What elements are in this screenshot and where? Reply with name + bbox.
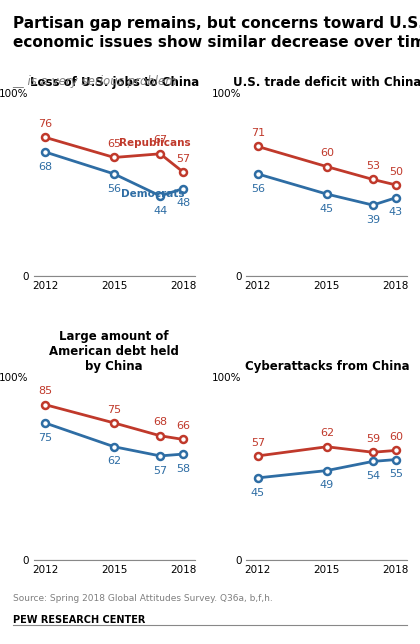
Text: 71: 71 [251, 128, 265, 138]
Text: 56: 56 [251, 184, 265, 194]
Text: 57: 57 [176, 154, 190, 164]
Text: 75: 75 [38, 433, 52, 442]
Text: 59: 59 [366, 434, 380, 444]
Text: 43: 43 [389, 207, 403, 218]
Text: 76: 76 [38, 119, 52, 129]
Text: 75: 75 [107, 404, 121, 415]
Text: 85: 85 [38, 386, 52, 396]
Text: 68: 68 [38, 162, 52, 172]
Text: 58: 58 [176, 464, 190, 474]
Title: Cyberattacks from China: Cyberattacks from China [244, 360, 409, 374]
Text: 60: 60 [389, 432, 403, 442]
Text: 62: 62 [320, 428, 334, 439]
Text: 48: 48 [176, 198, 190, 208]
Text: 49: 49 [320, 480, 334, 490]
Text: 56: 56 [107, 184, 121, 194]
Text: Partisan gap remains, but concerns toward U.S.-China
economic issues show simila: Partisan gap remains, but concerns towar… [13, 16, 420, 50]
Text: Republicans: Republicans [119, 138, 190, 148]
Text: 60: 60 [320, 148, 334, 158]
Text: 53: 53 [366, 161, 380, 171]
Text: Source: Spring 2018 Global Attitudes Survey. Q36a, b,f,h.: Source: Spring 2018 Global Attitudes Sur… [13, 594, 272, 603]
Text: __ is a very serious problem: __ is a very serious problem [13, 75, 177, 88]
Text: 50: 50 [389, 167, 403, 176]
Text: 55: 55 [389, 469, 403, 479]
Text: 54: 54 [366, 471, 380, 481]
Text: 39: 39 [366, 215, 380, 225]
Title: Large amount of
American debt held
by China: Large amount of American debt held by Ch… [49, 330, 179, 374]
Text: PEW RESEARCH CENTER: PEW RESEARCH CENTER [13, 615, 145, 625]
Text: 45: 45 [251, 488, 265, 498]
Text: 66: 66 [176, 421, 190, 431]
Text: 57: 57 [153, 466, 167, 476]
Text: 67: 67 [153, 135, 167, 146]
Title: Loss of U.S. jobs to China: Loss of U.S. jobs to China [29, 77, 199, 90]
Text: 45: 45 [320, 204, 334, 214]
Text: 62: 62 [107, 457, 121, 466]
Text: 68: 68 [153, 417, 167, 428]
Text: 44: 44 [153, 205, 167, 216]
Text: 57: 57 [251, 437, 265, 448]
Text: 65: 65 [107, 139, 121, 149]
Text: Democrats: Democrats [121, 189, 184, 198]
Title: U.S. trade deficit with China: U.S. trade deficit with China [233, 77, 420, 90]
